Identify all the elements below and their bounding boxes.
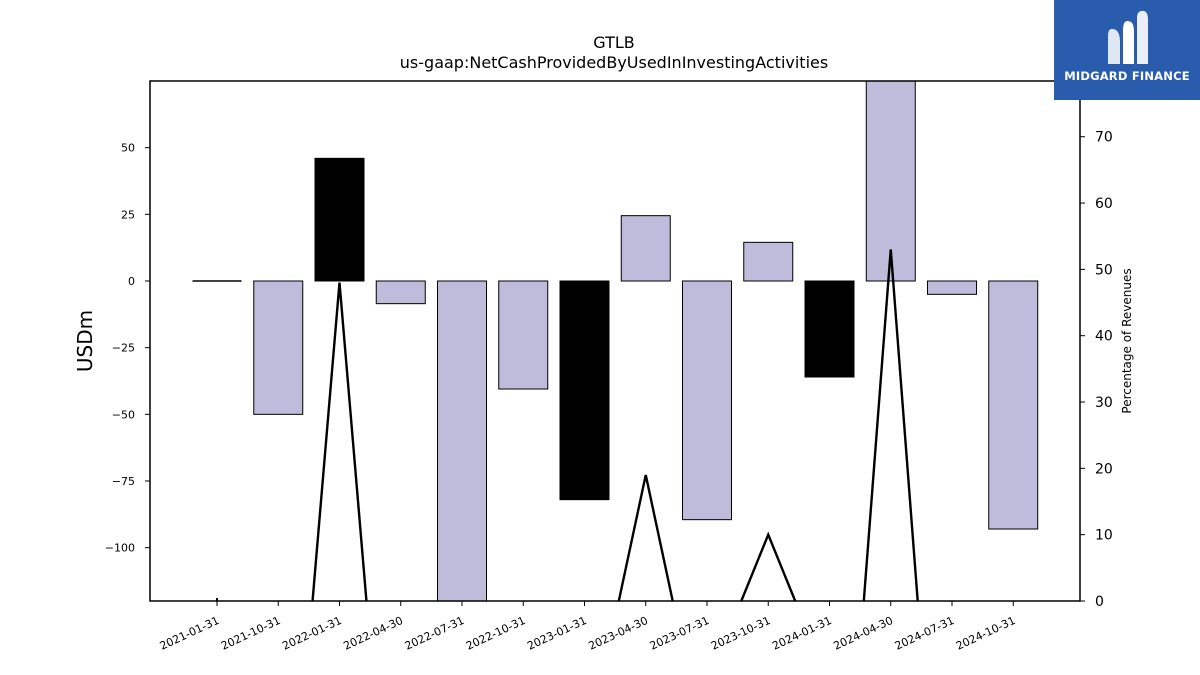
y2-tick-label: 40 xyxy=(1095,329,1113,345)
x-tick-label: 2024-04-30 xyxy=(832,614,895,653)
y-tick-label: 0 xyxy=(128,275,135,288)
y-axis-label: USDm xyxy=(73,310,97,372)
y-tick-label: 25 xyxy=(121,208,135,221)
bar xyxy=(927,280,977,295)
x-tick-label: 2022-10-31 xyxy=(464,614,527,653)
bar xyxy=(375,280,426,305)
chart-subtitle: us-gaap:NetCashProvidedByUsedInInvesting… xyxy=(400,53,828,72)
y-tick-label: −25 xyxy=(112,342,135,355)
bar xyxy=(437,280,487,601)
x-tick-label: 2024-07-31 xyxy=(893,614,956,653)
bar xyxy=(865,81,916,282)
bar xyxy=(743,241,794,282)
y2-tick-label: 10 xyxy=(1095,528,1113,544)
plot-frame xyxy=(149,80,1081,602)
bar xyxy=(253,280,304,415)
percentage-line xyxy=(311,249,919,601)
brand-logo: MIDGARD FINANCE xyxy=(1054,0,1200,100)
y-tick-label: −100 xyxy=(105,542,135,555)
x-tick-label: 2022-04-30 xyxy=(342,614,405,653)
bar xyxy=(988,280,1039,530)
y-tick-label: −50 xyxy=(112,408,135,421)
x-tick-label: 2023-10-31 xyxy=(709,614,772,653)
bar xyxy=(314,157,365,282)
x-tick-label: 2024-10-31 xyxy=(954,614,1017,653)
bar xyxy=(804,280,855,378)
y2-tick-label: 70 xyxy=(1095,130,1113,146)
bar xyxy=(498,280,549,390)
logo-text: MIDGARD FINANCE xyxy=(1064,69,1190,83)
y2-tick-label: 50 xyxy=(1095,262,1113,278)
y-tick-label: 50 xyxy=(121,142,135,155)
y-tick-label: −75 xyxy=(112,475,135,488)
bar xyxy=(620,215,671,282)
y2-tick-label: 20 xyxy=(1095,461,1113,477)
x-tick-label: 2023-07-31 xyxy=(648,614,711,653)
x-tick-label: 2023-04-30 xyxy=(587,614,650,653)
bar xyxy=(682,280,732,521)
x-tick-label: 2024-01-31 xyxy=(770,614,833,653)
y2-tick-label: 60 xyxy=(1095,196,1113,212)
x-tick-label: 2022-07-31 xyxy=(403,614,466,653)
y2-tick-label: 30 xyxy=(1095,395,1113,411)
x-tick-label: 2021-01-31 xyxy=(158,614,221,653)
y2-axis-label: Percentage of Revenues xyxy=(1120,268,1134,413)
chart-title: GTLB xyxy=(593,33,635,52)
bar xyxy=(559,280,610,501)
y2-tick-label: 0 xyxy=(1095,594,1104,610)
x-tick-label: 2021-10-31 xyxy=(219,614,282,653)
x-tick-label: 2023-01-31 xyxy=(525,614,588,653)
x-tick-label: 2022-01-31 xyxy=(280,614,343,653)
midgard-logo-icon xyxy=(1108,10,1148,64)
bars-group xyxy=(192,81,1039,601)
